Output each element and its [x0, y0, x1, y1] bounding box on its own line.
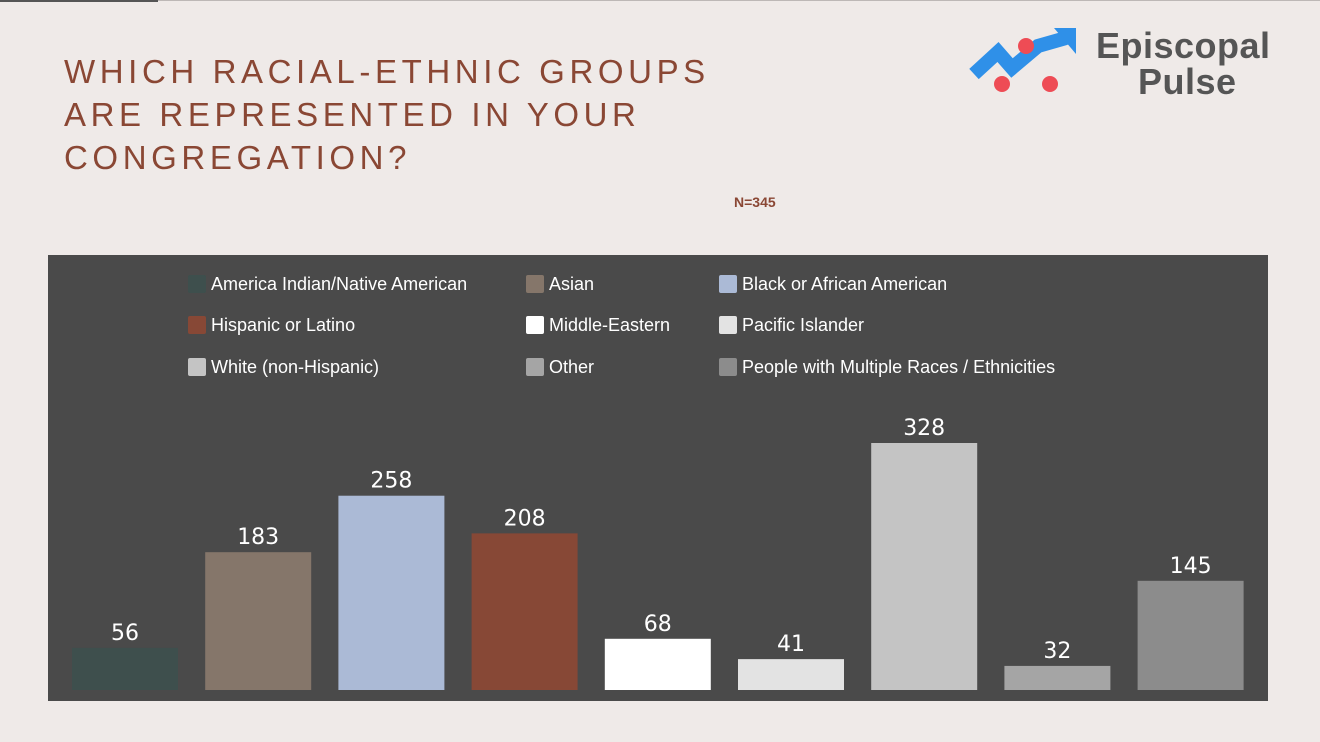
legend-label: Pacific Islander [742, 314, 865, 335]
legend-swatch [719, 358, 737, 376]
legend-swatch [526, 358, 544, 376]
legend-swatch [719, 316, 737, 334]
bar-value-label: 32 [1043, 639, 1071, 664]
bar [604, 638, 711, 690]
top-divider [0, 0, 1320, 1]
legend-label: America Indian/Native American [211, 273, 468, 294]
bar-chart: 56 183 258 208 68 41 328 32 145 [72, 416, 1244, 690]
legend-swatch [526, 275, 544, 293]
bar-value-label: 41 [777, 632, 805, 657]
legend-item: Other [526, 356, 594, 378]
bar [205, 552, 312, 690]
bar-value-label: 208 [504, 506, 546, 531]
legend-item: Pacific Islander [719, 314, 864, 336]
legend-item: Hispanic or Latino [188, 314, 355, 336]
bar [338, 495, 445, 690]
logo-wordmark: Episcopal Pulse [1096, 28, 1271, 100]
bar-value-label: 258 [370, 469, 412, 494]
bar-value-label: 68 [644, 612, 672, 637]
legend-item: Middle-Eastern [526, 314, 670, 336]
legend-swatch [188, 358, 206, 376]
legend-swatch [188, 275, 206, 293]
legend-item: America Indian/Native American [188, 273, 467, 295]
bar-value-label: 183 [237, 525, 279, 550]
sample-size-label: N=345 [734, 194, 776, 210]
legend-label: Middle-Eastern [549, 314, 671, 335]
bar-value-label: 328 [903, 416, 945, 441]
bar [1137, 580, 1244, 690]
legend-label: Asian [549, 273, 595, 294]
legend-swatch [526, 316, 544, 334]
legend-item: Black or African American [719, 273, 947, 295]
top-accent-line [0, 0, 158, 2]
trend-arrow-icon [969, 28, 1076, 92]
legend-label: Other [549, 356, 595, 377]
bar [1004, 665, 1111, 690]
legend-label: White (non-Hispanic) [211, 356, 380, 377]
bar [471, 533, 578, 690]
legend-item: White (non-Hispanic) [188, 356, 379, 378]
bar-value-label: 145 [1170, 554, 1212, 579]
legend-item: People with Multiple Races / Ethnicities [719, 356, 1055, 378]
legend-label: Black or African American [742, 273, 948, 294]
legend-swatch [719, 275, 737, 293]
legend-label: Hispanic or Latino [211, 314, 356, 335]
episcopal-pulse-logo: Episcopal Pulse [966, 26, 1286, 100]
bar [871, 443, 978, 690]
chart-title: WHICH RACIAL-ETHNIC GROUPS ARE REPRESENT… [64, 53, 710, 176]
chart-panel: America Indian/Native American Asian Black… [48, 255, 1268, 701]
logo-line-2: Pulse [1138, 61, 1237, 102]
legend-label: People with Multiple Races / Ethnicities [742, 356, 1056, 377]
bar-value-label: 56 [111, 621, 139, 646]
bar [72, 647, 178, 690]
bar [738, 659, 844, 690]
logo-line-1: Episcopal [1096, 25, 1271, 66]
legend-swatch [188, 316, 206, 334]
legend-item: Asian [526, 273, 594, 295]
